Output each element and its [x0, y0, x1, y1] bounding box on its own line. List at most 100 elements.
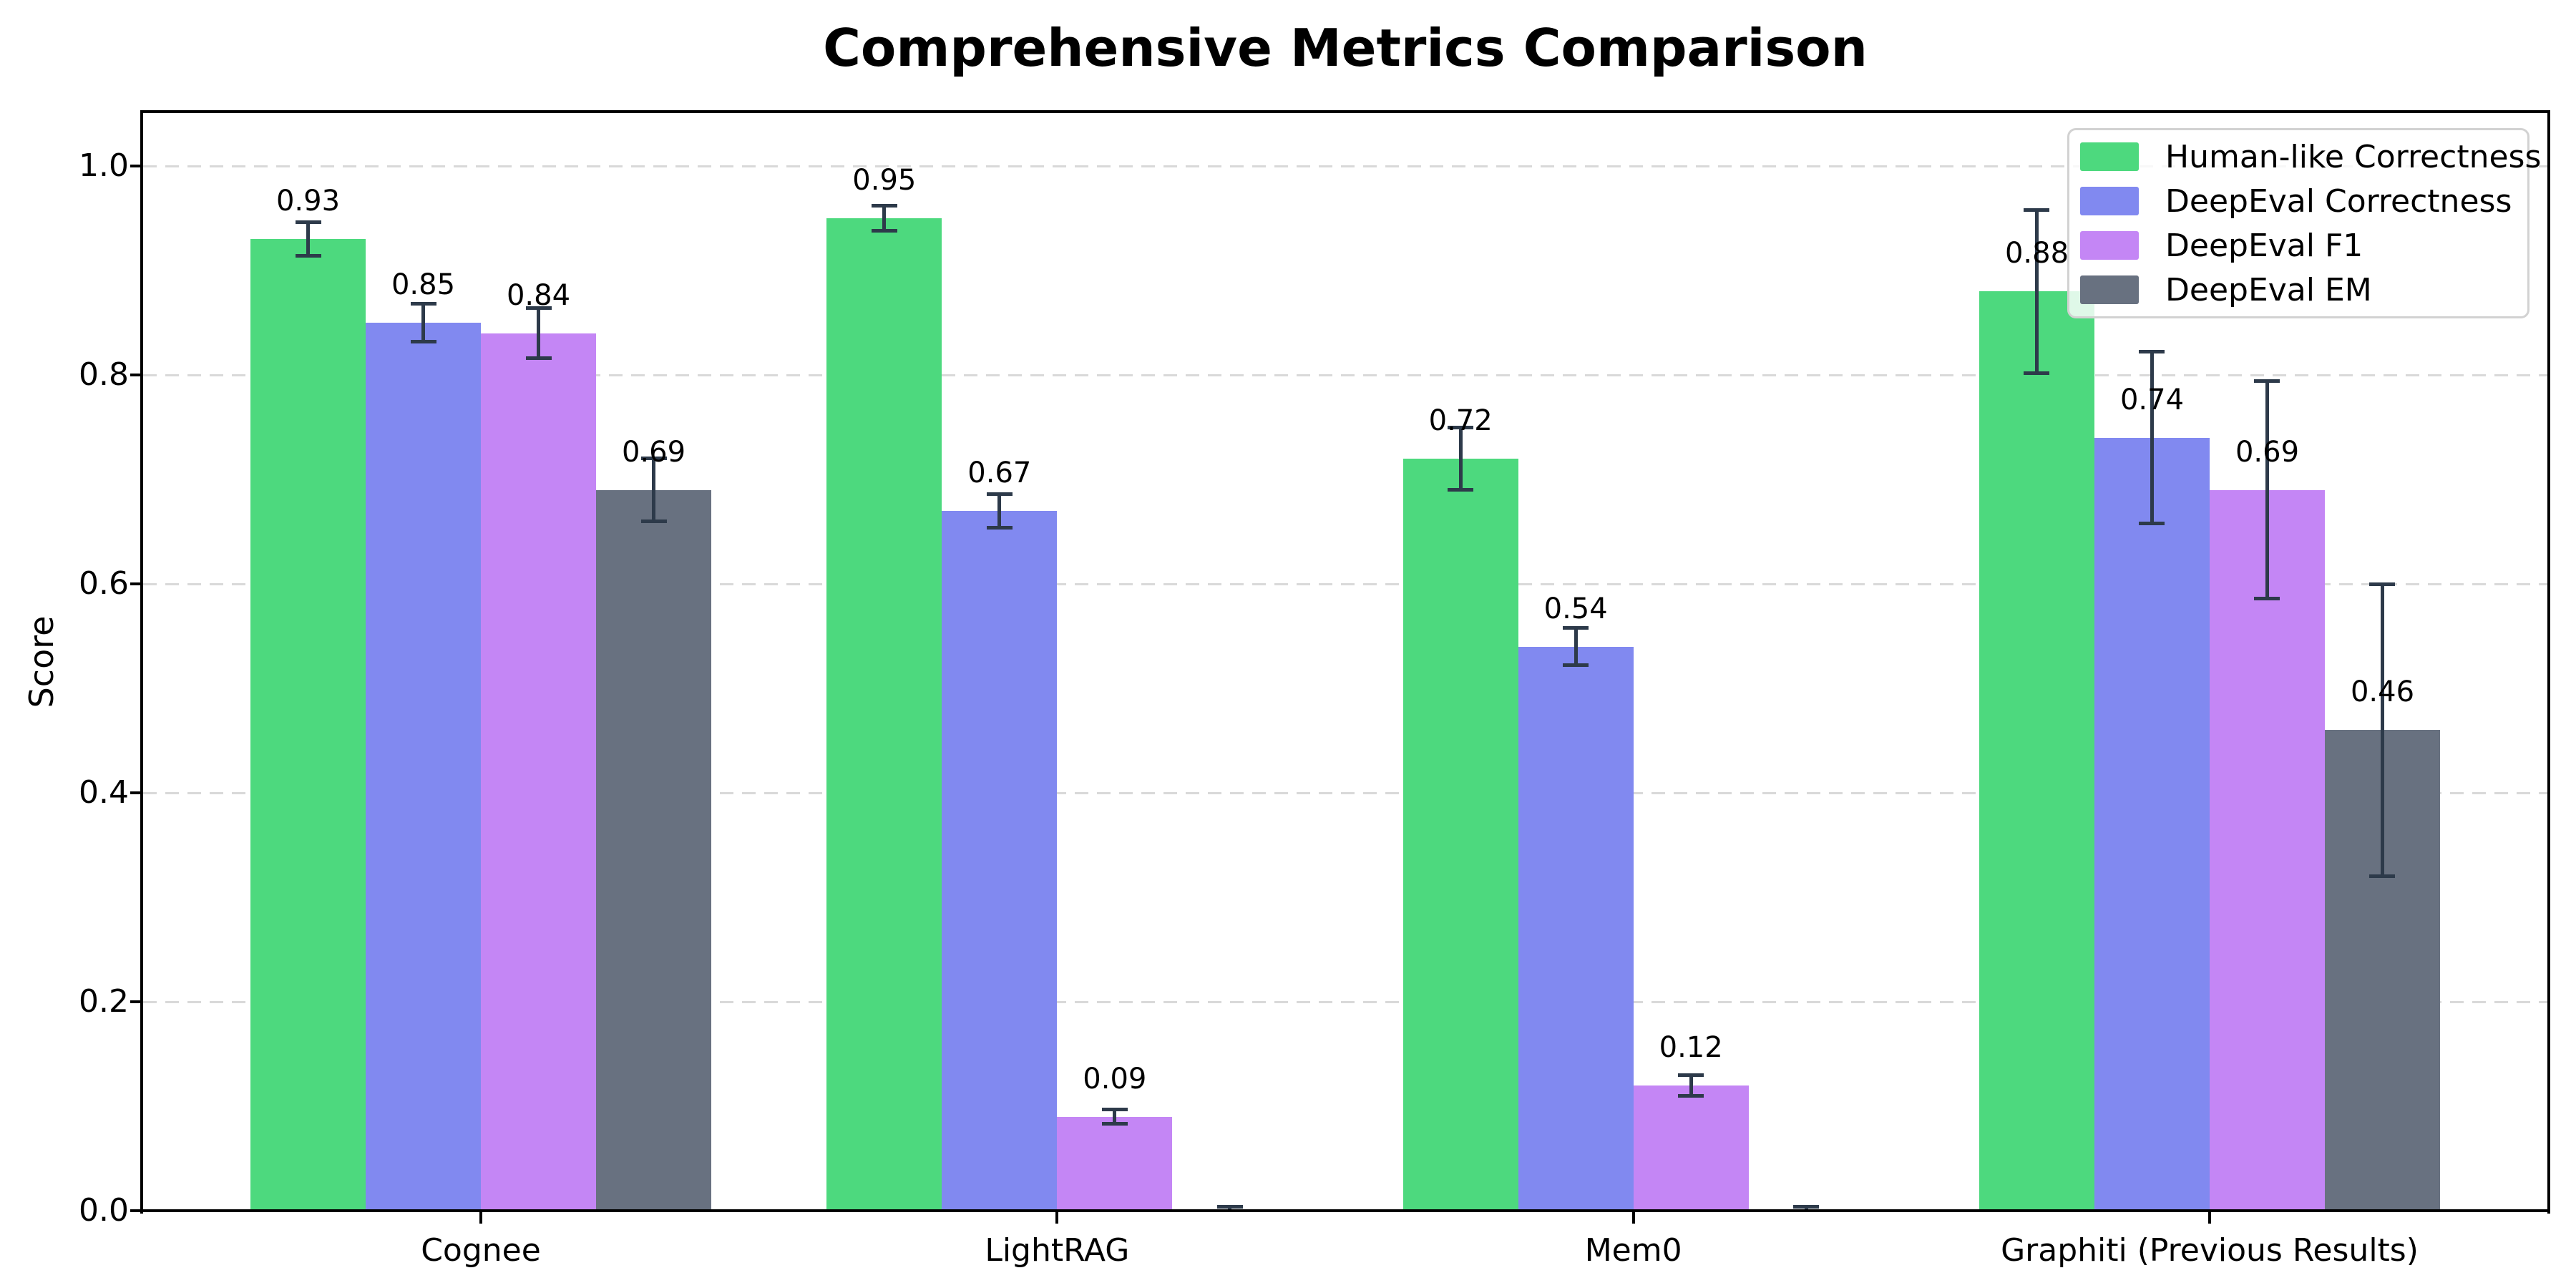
error-bar-cap	[2139, 521, 2165, 525]
bar	[1633, 1085, 1749, 1211]
y-tick-mark	[130, 165, 142, 167]
legend-swatch	[2080, 142, 2139, 171]
y-tick-label: 0.2	[79, 983, 129, 1020]
error-bar-cap	[525, 356, 552, 361]
error-bar	[421, 303, 425, 342]
error-bar-cap	[1216, 1204, 1243, 1209]
error-bar-cap	[1563, 625, 1589, 630]
bar-value-label: 0.85	[391, 268, 456, 301]
gridline	[143, 791, 2547, 794]
bar-value-label: 0.74	[2119, 383, 2185, 416]
error-bar-cap	[2369, 582, 2396, 586]
error-bar-cap	[295, 220, 321, 225]
error-bar	[306, 222, 310, 256]
legend-swatch	[2080, 187, 2139, 215]
bar	[481, 333, 596, 1211]
bar-value-label: 0.95	[852, 164, 917, 197]
x-tick-mark	[2207, 1212, 2211, 1224]
error-bar	[1804, 1206, 1808, 1211]
x-tick-label: Cognee	[421, 1232, 541, 1269]
error-bar	[1113, 1109, 1117, 1124]
gridline	[143, 1000, 2547, 1003]
error-bar-cap	[871, 229, 897, 233]
error-bar-cap	[986, 525, 1013, 530]
bar	[2209, 489, 2325, 1211]
bar	[942, 510, 1058, 1211]
y-tick-mark	[130, 582, 142, 585]
error-bar-cap	[1563, 663, 1589, 668]
gridline	[143, 374, 2547, 376]
bar	[2094, 437, 2210, 1211]
error-bar-cap	[986, 492, 1013, 496]
error-bar-cap	[1448, 488, 1474, 492]
error-bar	[652, 458, 655, 522]
error-bar-cap	[1793, 1204, 1820, 1209]
x-tick-label: Mem0	[1584, 1232, 1682, 1269]
error-bar	[997, 494, 1002, 528]
bar	[366, 323, 481, 1211]
error-bar	[1458, 427, 1463, 490]
chart-title: Comprehensive Metrics Comparison	[823, 18, 1868, 78]
bar	[250, 239, 366, 1211]
y-tick-label: 0.6	[79, 565, 129, 602]
gridline	[143, 165, 2547, 167]
error-bar	[1689, 1075, 1693, 1096]
error-bar-cap	[1678, 1093, 1704, 1098]
y-axis-label: Score	[22, 615, 61, 708]
y-tick-mark	[130, 791, 142, 794]
y-tick-label: 1.0	[79, 147, 129, 184]
error-bar-cap	[2254, 379, 2280, 384]
y-tick-mark	[130, 374, 142, 376]
legend-row: DeepEval F1	[2080, 223, 2527, 268]
error-bar-cap	[1678, 1073, 1704, 1077]
legend-label: DeepEval F1	[2165, 227, 2363, 264]
error-bar	[1574, 628, 1578, 665]
error-bar-cap	[1101, 1107, 1128, 1111]
bar-value-label: 0.12	[1659, 1030, 1723, 1064]
bar	[1518, 646, 1634, 1211]
y-tick-label: 0.8	[79, 356, 129, 393]
error-bar-cap	[871, 203, 897, 208]
y-tick-label: 0.0	[79, 1192, 129, 1229]
bar-value-label: 0.46	[2350, 675, 2415, 709]
legend-swatch	[2080, 275, 2139, 304]
bar	[1402, 458, 1518, 1211]
bar	[1057, 1116, 1173, 1211]
bar-value-label: 0.88	[2004, 237, 2069, 270]
x-tick-label: LightRAG	[985, 1232, 1130, 1269]
bar-value-label: 0.69	[621, 435, 686, 469]
gridline	[143, 582, 2547, 585]
error-bar-cap	[2254, 596, 2280, 600]
error-bar-cap	[410, 339, 436, 343]
bar	[1979, 291, 2094, 1211]
error-bar-cap	[2024, 208, 2050, 212]
error-bar-cap	[2369, 874, 2396, 879]
legend-row: Human-like Correctness	[2080, 135, 2541, 179]
error-bar-cap	[410, 302, 436, 306]
bar-value-label: 0.09	[1083, 1062, 1147, 1096]
error-bar-cap	[640, 519, 667, 523]
legend-label: DeepEval EM	[2165, 271, 2372, 308]
error-bar	[537, 308, 540, 358]
error-bar	[1228, 1206, 1232, 1211]
x-tick-mark	[1631, 1212, 1635, 1224]
legend-row: DeepEval Correctness	[2080, 179, 2527, 223]
bar-value-label: 0.84	[506, 278, 571, 312]
legend-label: Human-like Correctness	[2165, 138, 2542, 175]
error-bar-cap	[1101, 1122, 1128, 1126]
legend: Human-like Correctness DeepEval Correctne…	[2067, 128, 2541, 318]
error-bar	[2265, 381, 2269, 599]
legend-swatch	[2080, 231, 2139, 260]
error-bar-cap	[295, 254, 321, 258]
error-bar-cap	[640, 457, 667, 461]
x-tick-label: Graphiti (Previous Results)	[2001, 1232, 2419, 1269]
bar-value-label: 0.67	[967, 456, 1032, 489]
legend-row: DeepEval EM	[2080, 268, 2527, 312]
axis-spine-top	[140, 110, 2550, 113]
y-tick-mark	[130, 1209, 142, 1212]
bar-value-label: 0.93	[275, 185, 341, 218]
axis-spine-left	[140, 110, 143, 1214]
bar-value-label: 0.69	[2235, 435, 2300, 469]
axis-spine-bottom	[140, 1209, 2550, 1212]
